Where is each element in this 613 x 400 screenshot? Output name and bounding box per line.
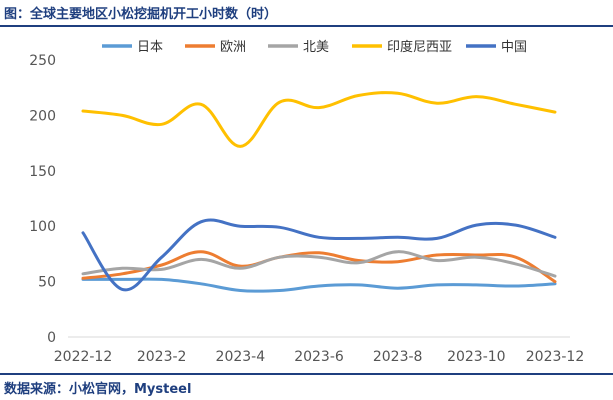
y-tick-label: 200: [29, 108, 56, 124]
legend-label: 日本: [137, 40, 163, 55]
source-note: 数据来源：小松官网，Mysteel: [4, 382, 192, 397]
legend-label: 欧洲: [220, 40, 246, 55]
series-line-2: [81, 250, 557, 278]
chart-title: 图：全球主要地区小松挖掘机开工小时数（时）: [4, 7, 278, 22]
x-tick-label: 2023-6: [294, 349, 344, 365]
series-line-1: [81, 250, 557, 284]
legend-label: 印度尼西亚: [387, 39, 452, 55]
y-axis-ticks: 0 50 100 150 200 250: [29, 53, 56, 346]
x-tick-label: 2023-4: [216, 349, 266, 365]
x-tick-label: 2023-12: [526, 349, 585, 365]
y-tick-label: 50: [38, 275, 56, 291]
y-tick-label: 0: [47, 330, 56, 346]
legend-label: 北美: [303, 40, 329, 55]
series-line-4: [81, 218, 557, 292]
x-tick-label: 2023-2: [137, 349, 187, 365]
x-tick-label: 2022-12: [54, 349, 113, 365]
top-divider: [0, 25, 613, 27]
series-line-3: [81, 91, 557, 148]
x-axis-ticks: 2022-12 2023-2 2023-4 2023-6 2023-8 2023-10 20…: [54, 349, 585, 365]
legend: 日本 欧洲 北美 印度尼西亚 中国: [102, 39, 527, 55]
legend-label: 中国: [501, 40, 527, 55]
series-lines: [81, 91, 557, 293]
x-tick-label: 2023-10: [447, 349, 506, 365]
bottom-divider: [0, 373, 613, 375]
series-line-0: [81, 277, 557, 293]
x-tick-label: 2023-8: [373, 349, 423, 365]
y-tick-label: 150: [29, 164, 56, 180]
line-chart: 0 50 100 150 200 250 2022-12 2023-2 2023-4 2023-…: [29, 39, 585, 365]
y-tick-label: 100: [29, 219, 56, 235]
y-tick-label: 250: [29, 53, 56, 69]
